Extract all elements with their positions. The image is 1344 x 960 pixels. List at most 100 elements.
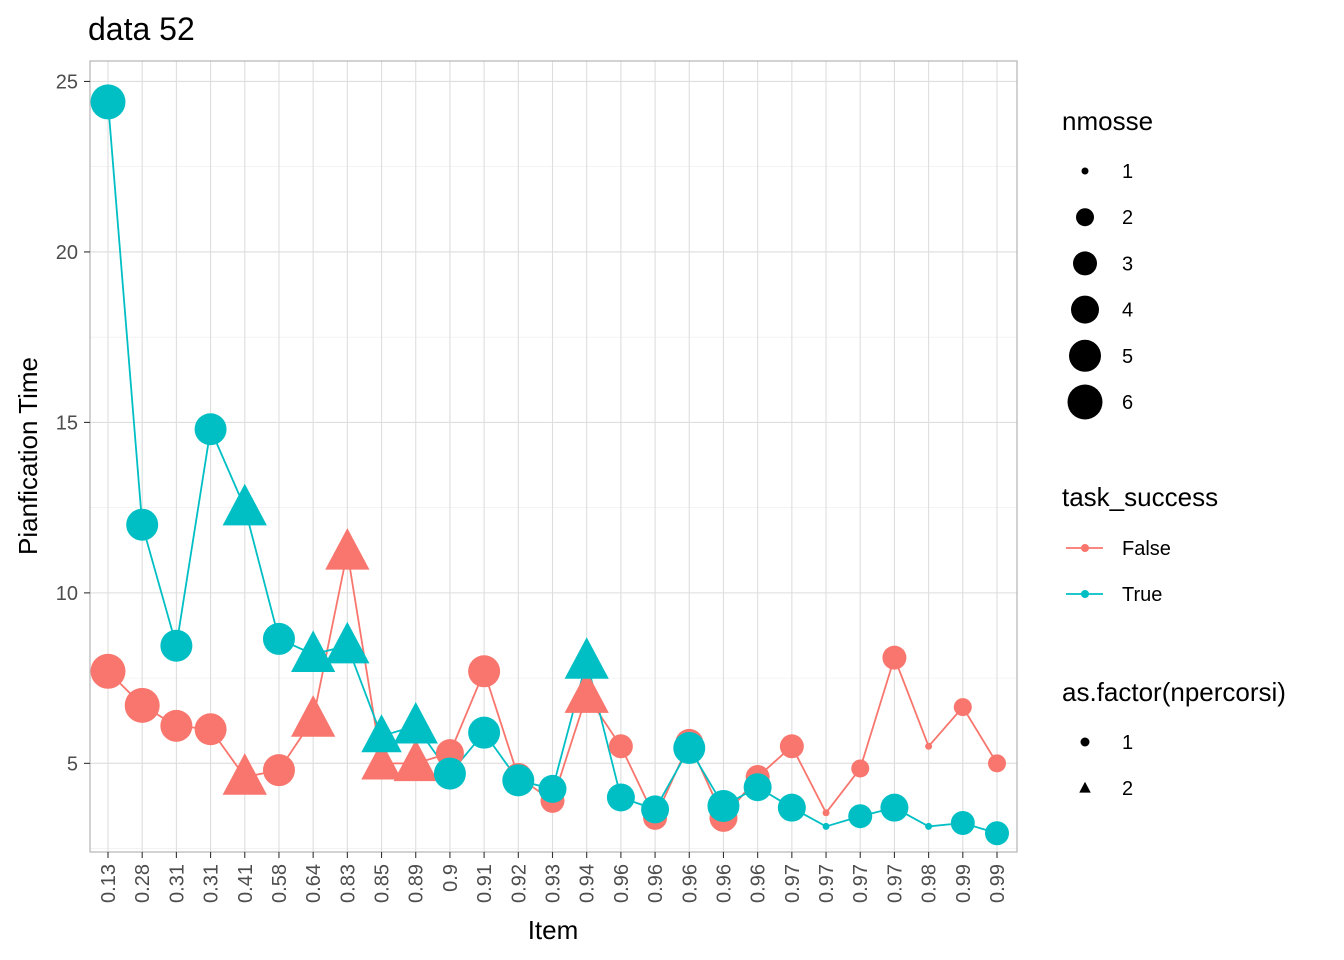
chart-title: data 52 <box>88 11 195 47</box>
data-point-false <box>851 759 870 778</box>
y-tick-label: 20 <box>56 242 78 264</box>
x-tick-label: 0.31 <box>201 864 223 903</box>
x-tick-label: 0.97 <box>850 864 872 903</box>
data-point-false <box>90 653 126 689</box>
x-tick-label: 0.93 <box>543 864 565 903</box>
data-point-false <box>325 528 370 570</box>
legend-size-key <box>1081 167 1089 175</box>
x-tick-label: 0.28 <box>132 864 154 903</box>
data-point-true <box>707 789 740 822</box>
data-point-true <box>641 795 670 824</box>
data-point-false <box>608 734 633 759</box>
data-point-false <box>222 753 267 795</box>
data-point-true <box>222 483 267 526</box>
x-tick-label: 0.9 <box>440 864 462 892</box>
y-tick-label: 25 <box>56 71 78 93</box>
x-tick-label: 0.99 <box>953 864 975 903</box>
data-point-false <box>124 687 160 723</box>
data-point-false <box>160 709 193 742</box>
x-tick-label: 0.85 <box>372 864 394 903</box>
data-point-true <box>325 621 370 664</box>
x-tick-label: 0.96 <box>748 864 770 903</box>
data-point-true <box>880 793 909 822</box>
x-tick-label: 0.83 <box>337 864 359 903</box>
data-point-true <box>160 629 193 662</box>
data-point-false <box>925 742 933 750</box>
x-tick-label: 0.97 <box>884 864 906 903</box>
legend-size-key <box>1073 251 1097 276</box>
data-point-true <box>468 716 501 749</box>
grid-major-lines <box>90 61 1017 852</box>
data-point-true <box>606 783 635 812</box>
x-tick-label: 0.96 <box>679 864 701 903</box>
y-tick-label: 5 <box>67 753 78 775</box>
data-point-false <box>822 809 830 817</box>
x-tick-label: 0.96 <box>611 864 633 903</box>
data-point-false <box>468 655 501 688</box>
x-tick-label: 0.91 <box>474 864 496 903</box>
legend-size-key <box>1076 208 1094 227</box>
data-point-false <box>361 741 402 780</box>
data-point-true <box>925 822 933 830</box>
data-point-false <box>779 734 804 759</box>
y-tick-label: 10 <box>56 583 78 605</box>
x-tick-label: 0.97 <box>816 864 838 903</box>
x-tick-label: 0.99 <box>987 864 1009 903</box>
data-point-true <box>393 701 438 744</box>
series-points <box>90 84 1009 846</box>
data-point-false <box>194 713 227 746</box>
legend-size-title: nmosse <box>1062 106 1153 136</box>
data-point-true <box>538 774 567 803</box>
legend-size-label: 4 <box>1122 300 1133 322</box>
legend-size-label: 2 <box>1122 207 1133 229</box>
legend-shape: as.factor(npercorsi) 1 2 <box>1062 677 1286 800</box>
legend-color-key-point <box>1081 590 1089 598</box>
data-point-true <box>743 773 772 802</box>
x-tick-label: 0.94 <box>577 864 599 903</box>
legend-color-title: task_success <box>1062 482 1218 512</box>
x-tick-label: 0.98 <box>919 864 941 903</box>
legend-size-key <box>1067 384 1103 420</box>
legend-shape-label: 2 <box>1122 778 1133 800</box>
legend-color-key-point <box>1081 544 1089 552</box>
legend-shape-label: 1 <box>1122 732 1133 754</box>
data-point-true <box>262 622 295 655</box>
legend-shape-key <box>1079 781 1091 793</box>
legend-shape-key <box>1080 737 1090 747</box>
x-tick-label: 0.89 <box>406 864 428 903</box>
data-point-true <box>985 821 1009 846</box>
data-point-true <box>564 637 609 679</box>
legend-size-label: 6 <box>1122 392 1133 414</box>
data-point-false <box>564 671 609 713</box>
x-tick-label: 0.96 <box>645 864 667 903</box>
data-point-false <box>262 754 295 787</box>
data-point-true <box>126 508 159 541</box>
x-tick-label: 0.96 <box>713 864 735 903</box>
grid-minor-lines <box>90 166 1017 849</box>
data-point-true <box>194 413 227 446</box>
legend-color: task_success False True <box>1062 482 1218 606</box>
data-point-true <box>950 811 975 836</box>
x-axis-ticks: 0.13 0.28 0.31 0.31 0.41 0.58 0.64 0.83 0.85 0.89… <box>98 852 1009 903</box>
x-tick-label: 0.58 <box>269 864 291 903</box>
data-point-true <box>433 757 466 790</box>
x-tick-label: 0.13 <box>98 864 120 903</box>
legend-size-label: 3 <box>1122 253 1133 275</box>
x-tick-label: 0.41 <box>235 864 257 903</box>
x-tick-label: 0.31 <box>166 864 188 903</box>
legend-color-label: False <box>1122 538 1171 560</box>
plot-panel <box>89 60 1018 853</box>
data-point-false <box>988 754 1006 773</box>
data-point-true <box>777 793 806 822</box>
legend-color-label: True <box>1122 584 1162 606</box>
y-axis-title: Pianfication Time <box>13 357 43 555</box>
x-tick-label: 0.97 <box>782 864 804 903</box>
y-tick-label: 15 <box>56 412 78 434</box>
data-point-false <box>953 698 972 717</box>
legend-shape-title: as.factor(npercorsi) <box>1062 677 1286 707</box>
legend-size: nmosse 1 2 3 4 5 6 <box>1062 106 1153 420</box>
x-tick-label: 0.92 <box>508 864 530 903</box>
legend-size-key <box>1071 295 1099 324</box>
data-point-true <box>822 822 830 830</box>
